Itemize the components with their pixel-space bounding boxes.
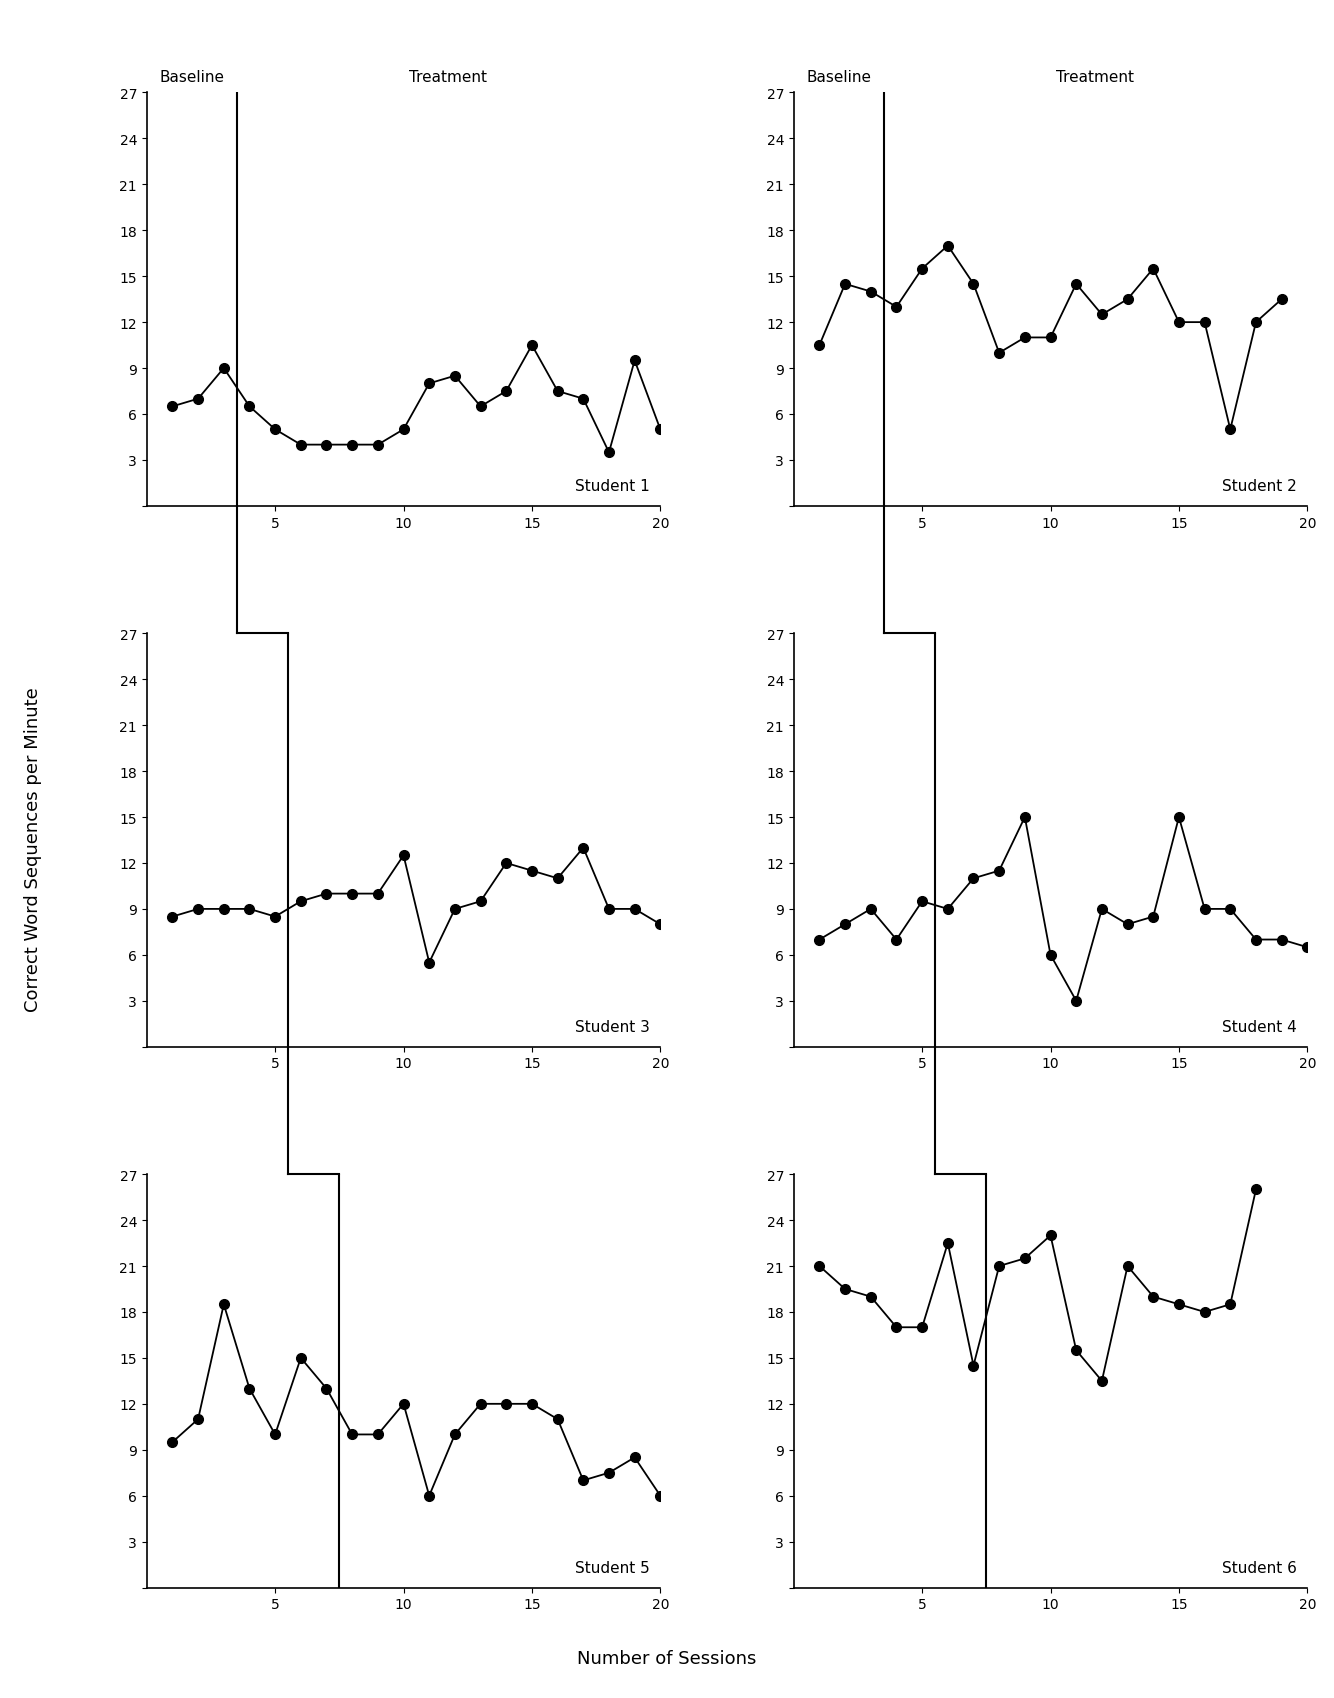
Text: Baseline: Baseline	[159, 70, 224, 85]
Text: Student 4: Student 4	[1222, 1020, 1297, 1034]
Text: Student 5: Student 5	[575, 1560, 650, 1576]
Text: Treatment: Treatment	[1057, 70, 1134, 85]
Text: Treatment: Treatment	[410, 70, 487, 85]
Text: Student 3: Student 3	[575, 1020, 650, 1034]
Text: Baseline: Baseline	[806, 70, 871, 85]
Text: Student 1: Student 1	[575, 479, 650, 494]
Text: Student 6: Student 6	[1222, 1560, 1297, 1576]
Text: Student 2: Student 2	[1222, 479, 1297, 494]
Text: Number of Sessions: Number of Sessions	[578, 1649, 756, 1667]
Text: Correct Word Sequences per Minute: Correct Word Sequences per Minute	[24, 686, 43, 1012]
